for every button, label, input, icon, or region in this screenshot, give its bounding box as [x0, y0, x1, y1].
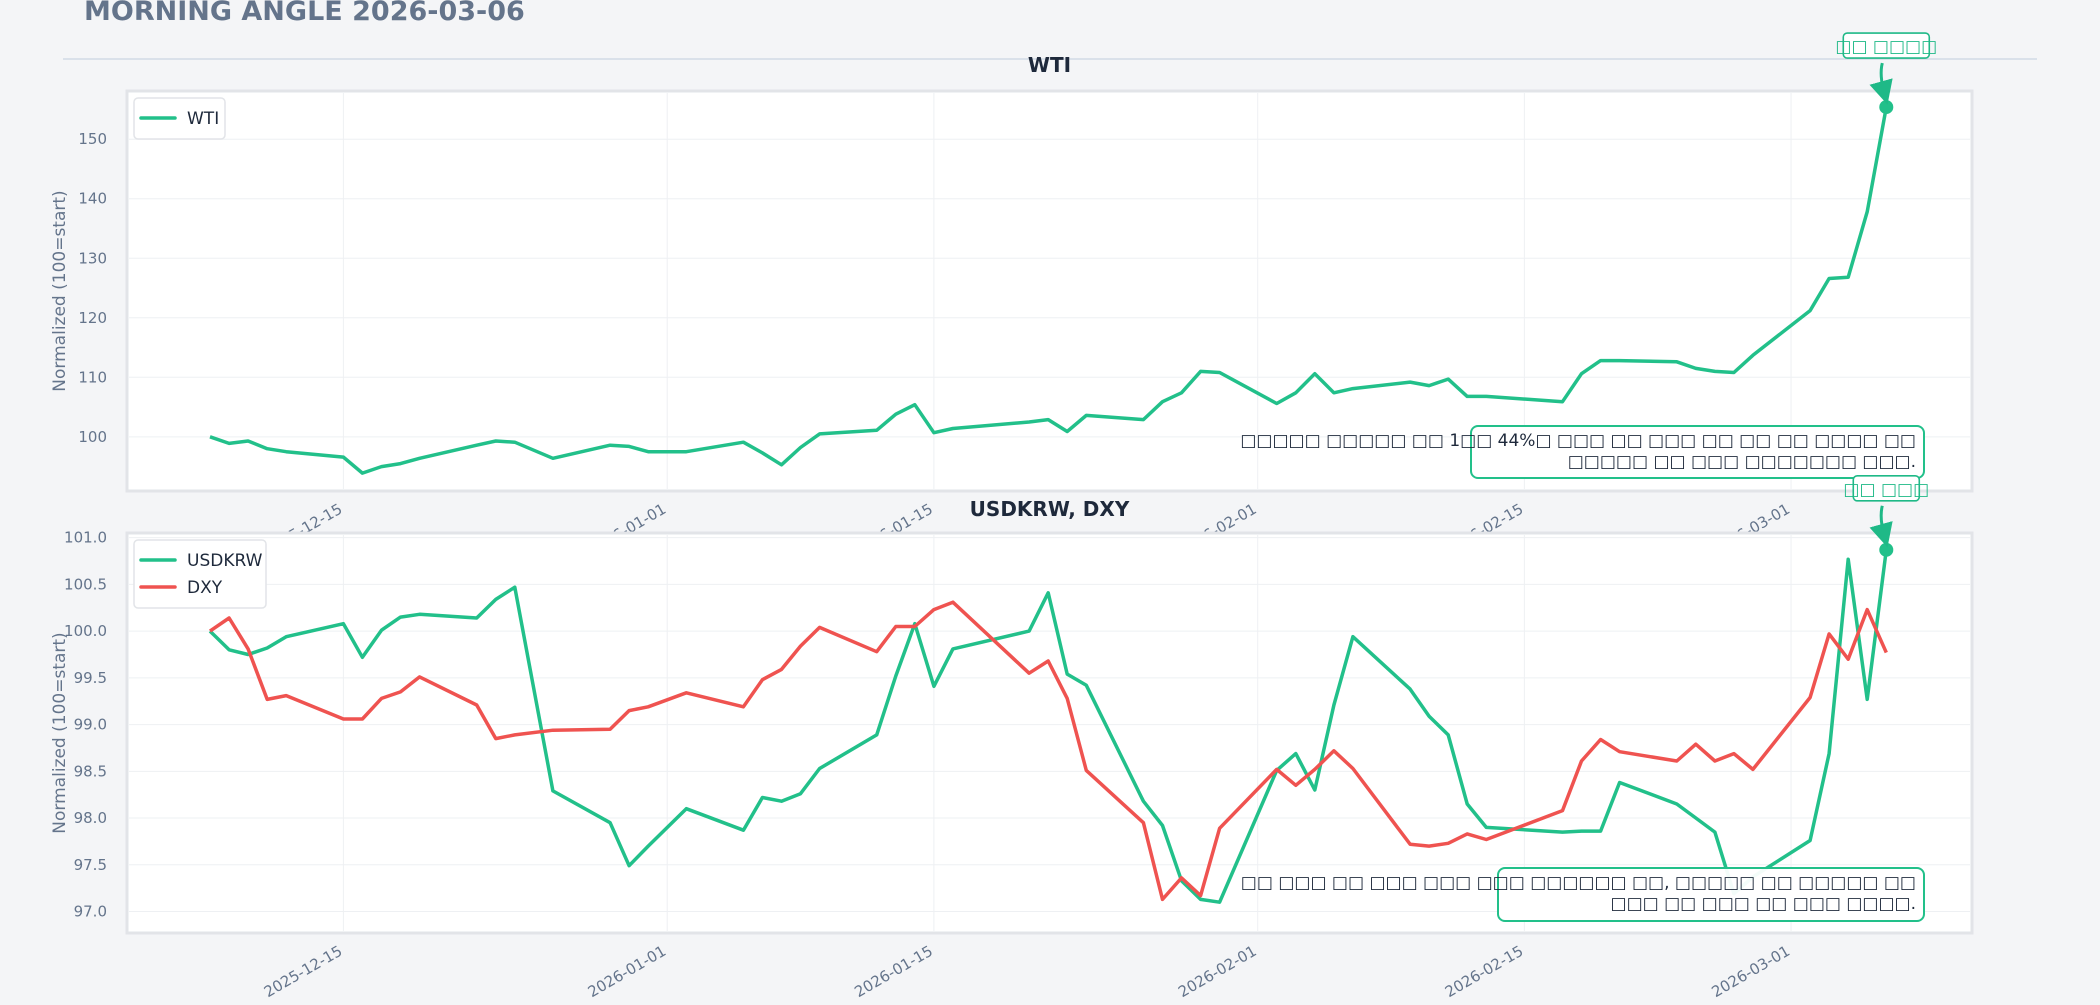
legend: [133, 97, 226, 140]
y-tick-label: 98.0: [74, 809, 107, 827]
insight-note-box: [1497, 867, 1925, 922]
annotation-badge: [1852, 475, 1921, 502]
plot-area: [125, 89, 1974, 493]
latest-point-marker: [1879, 542, 1894, 557]
y-tick-label: 110: [78, 368, 107, 386]
y-tick-label: 97.0: [74, 903, 107, 921]
insight-note-line: □□□□□ □□ □□□ □□□□□□□ □□□.: [1568, 452, 1916, 472]
chart-title: WTI: [1028, 53, 1071, 77]
annotation-arrow: [1869, 505, 1893, 548]
insight-note-line: □□ □□□ □□ □□□ □□□ □□□ □□□□□□ □□, □□□□□ □…: [1241, 873, 1916, 893]
y-axis-label: Normalized (100=start): [50, 632, 70, 833]
y-tick-label: 150: [78, 130, 107, 148]
x-tick-label: 2025-12-15: [261, 942, 346, 1001]
series-line-usdkrw: [208, 549, 1889, 904]
legend-label-dxy: DXY: [187, 578, 223, 598]
legend: [133, 539, 267, 609]
x-tick-label: 2026-02-01: [1175, 942, 1260, 1001]
series-line-wti: [209, 106, 1889, 475]
annotation-arrow: [1869, 62, 1893, 105]
legend-label-wti: WTI: [187, 109, 219, 129]
legend-label-usdkrw: USDKRW: [187, 551, 263, 571]
x-tick-label: 2026-01-01: [585, 942, 670, 1001]
annotation-badge-text: □□ □□□: [1843, 480, 1929, 500]
y-tick-label: 130: [78, 249, 107, 267]
y-tick-label: 100.0: [64, 622, 107, 640]
y-tick-label: 140: [78, 190, 107, 208]
x-tick-label: 2026-01-15: [851, 942, 936, 1001]
y-tick-label: 101.0: [64, 529, 107, 547]
chart-title: USDKRW, DXY: [970, 497, 1130, 521]
series-line-dxy: [209, 600, 1888, 902]
y-tick-label: 99.5: [74, 669, 107, 687]
y-tick-label: 120: [78, 309, 107, 327]
x-tick-label: 2026-02-15: [1442, 942, 1527, 1001]
y-tick-label: 100: [78, 428, 107, 446]
y-tick-label: 97.5: [74, 856, 107, 874]
y-tick-label: 100.5: [64, 575, 107, 593]
x-tick-label: 2026-03-01: [1709, 942, 1794, 1001]
latest-point-marker: [1879, 100, 1894, 115]
y-tick-label: 98.5: [74, 762, 107, 780]
insight-note-line: □□□ □□ □□□ □□ □□□ □□□□.: [1611, 894, 1916, 914]
insight-note-line: □□□□□ □□□□□ □□ 1□□ 44%□ □□□ □□ □□□ □□ □□…: [1240, 431, 1916, 451]
page-title: MORNING ANGLE 2026-03-06: [84, 0, 525, 27]
insight-note-box: [1470, 425, 1925, 479]
annotation-badge: [1842, 32, 1931, 59]
annotation-badge-text: □□ □□□□: [1835, 37, 1937, 57]
y-tick-label: 99.0: [74, 716, 107, 734]
y-axis-label: Normalized (100=start): [50, 190, 70, 391]
